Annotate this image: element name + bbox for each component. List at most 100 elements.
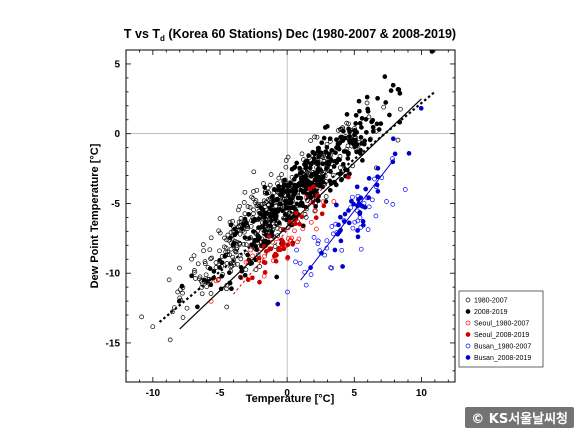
data-point: [227, 270, 232, 276]
data-point: [366, 204, 372, 210]
data-point: [357, 215, 363, 221]
data-point: [341, 149, 347, 154]
x-tick-label: 10: [416, 388, 428, 399]
data-point: [352, 132, 357, 138]
data-point: [333, 150, 338, 156]
data-point: [166, 277, 172, 283]
data-point: [270, 193, 275, 199]
data-point: [179, 283, 185, 289]
data-point: [308, 219, 314, 225]
data-point: [383, 100, 389, 105]
data-point: [345, 143, 351, 149]
data-point: [302, 212, 308, 217]
data-point: [248, 223, 254, 229]
data-point: [230, 254, 236, 260]
data-point: [295, 195, 301, 201]
data-point: [294, 160, 300, 166]
data-point: [355, 228, 360, 233]
data-point: [207, 266, 213, 271]
data-point: [336, 146, 342, 152]
data-point: [396, 87, 402, 92]
data-point: [243, 259, 249, 265]
data-point: [229, 286, 234, 292]
data-point: [269, 229, 275, 234]
data-point: [234, 246, 239, 252]
data-point: [231, 241, 237, 246]
data-point: [364, 129, 369, 135]
data-point: [285, 255, 291, 260]
data-point: [327, 136, 333, 142]
data-point: [273, 258, 279, 264]
data-point: [261, 273, 267, 279]
data-point: [245, 252, 251, 258]
data-point: [324, 144, 330, 150]
data-point: [195, 304, 200, 310]
data-point: [285, 192, 291, 198]
data-point: [203, 272, 209, 278]
data-point: [283, 164, 289, 170]
y-axis-label: Dew Point Temperature [°C]: [89, 143, 101, 288]
chart-title: T vs Td (Korea 60 Stations) Dec (1980-20…: [124, 27, 456, 43]
data-point: [402, 187, 408, 192]
data-point: [387, 112, 392, 118]
data-point: [217, 216, 223, 221]
series-busan-2008-2019: [275, 105, 424, 307]
data-point: [293, 210, 299, 216]
data-point: [324, 166, 329, 171]
data-point: [311, 184, 316, 189]
data-point: [316, 153, 322, 158]
data-point: [253, 198, 259, 203]
data-point: [231, 257, 237, 263]
data-point: [395, 137, 401, 143]
data-point: [375, 95, 380, 101]
data-point: [195, 261, 201, 267]
data-point: [283, 199, 289, 204]
data-point: [280, 208, 285, 214]
y-tick-label: -10: [106, 269, 121, 280]
data-point: [329, 224, 335, 229]
data-point: [259, 224, 265, 230]
data-point: [291, 176, 297, 182]
data-point: [277, 201, 283, 207]
data-point: [373, 213, 379, 219]
data-point: [366, 114, 372, 120]
data-point: [267, 223, 273, 229]
data-point: [184, 305, 190, 311]
data-point: [250, 253, 255, 259]
data-point: [326, 162, 332, 167]
data-point: [250, 275, 255, 281]
data-point: [353, 141, 359, 147]
data-point: [333, 158, 338, 164]
data-point: [315, 159, 321, 165]
data-point: [176, 298, 182, 304]
y-tick-label: -15: [106, 338, 121, 349]
data-point: [294, 247, 299, 253]
data-point: [382, 74, 388, 79]
data-point: [312, 208, 318, 214]
data-point: [274, 274, 280, 280]
data-point: [328, 157, 334, 163]
data-point: [177, 265, 182, 271]
data-point: [376, 127, 382, 132]
data-point: [328, 265, 333, 270]
data-point: [256, 201, 262, 207]
data-point: [384, 199, 389, 204]
data-point: [225, 249, 231, 255]
data-point: [297, 260, 303, 266]
data-point: [304, 158, 310, 164]
y-tick-label: 5: [114, 59, 120, 70]
data-point: [199, 291, 205, 297]
data-point: [388, 88, 394, 93]
data-point: [238, 275, 244, 281]
data-point: [208, 291, 214, 296]
trend-line-busan-2008-2019: [300, 158, 395, 281]
data-point: [381, 104, 387, 110]
data-point: [316, 145, 321, 151]
data-point: [319, 211, 325, 217]
data-point: [290, 241, 296, 247]
data-point: [201, 277, 207, 283]
y-tick-label: 0: [114, 129, 120, 140]
data-point: [262, 219, 268, 225]
data-point: [343, 135, 348, 141]
data-point: [219, 273, 225, 279]
